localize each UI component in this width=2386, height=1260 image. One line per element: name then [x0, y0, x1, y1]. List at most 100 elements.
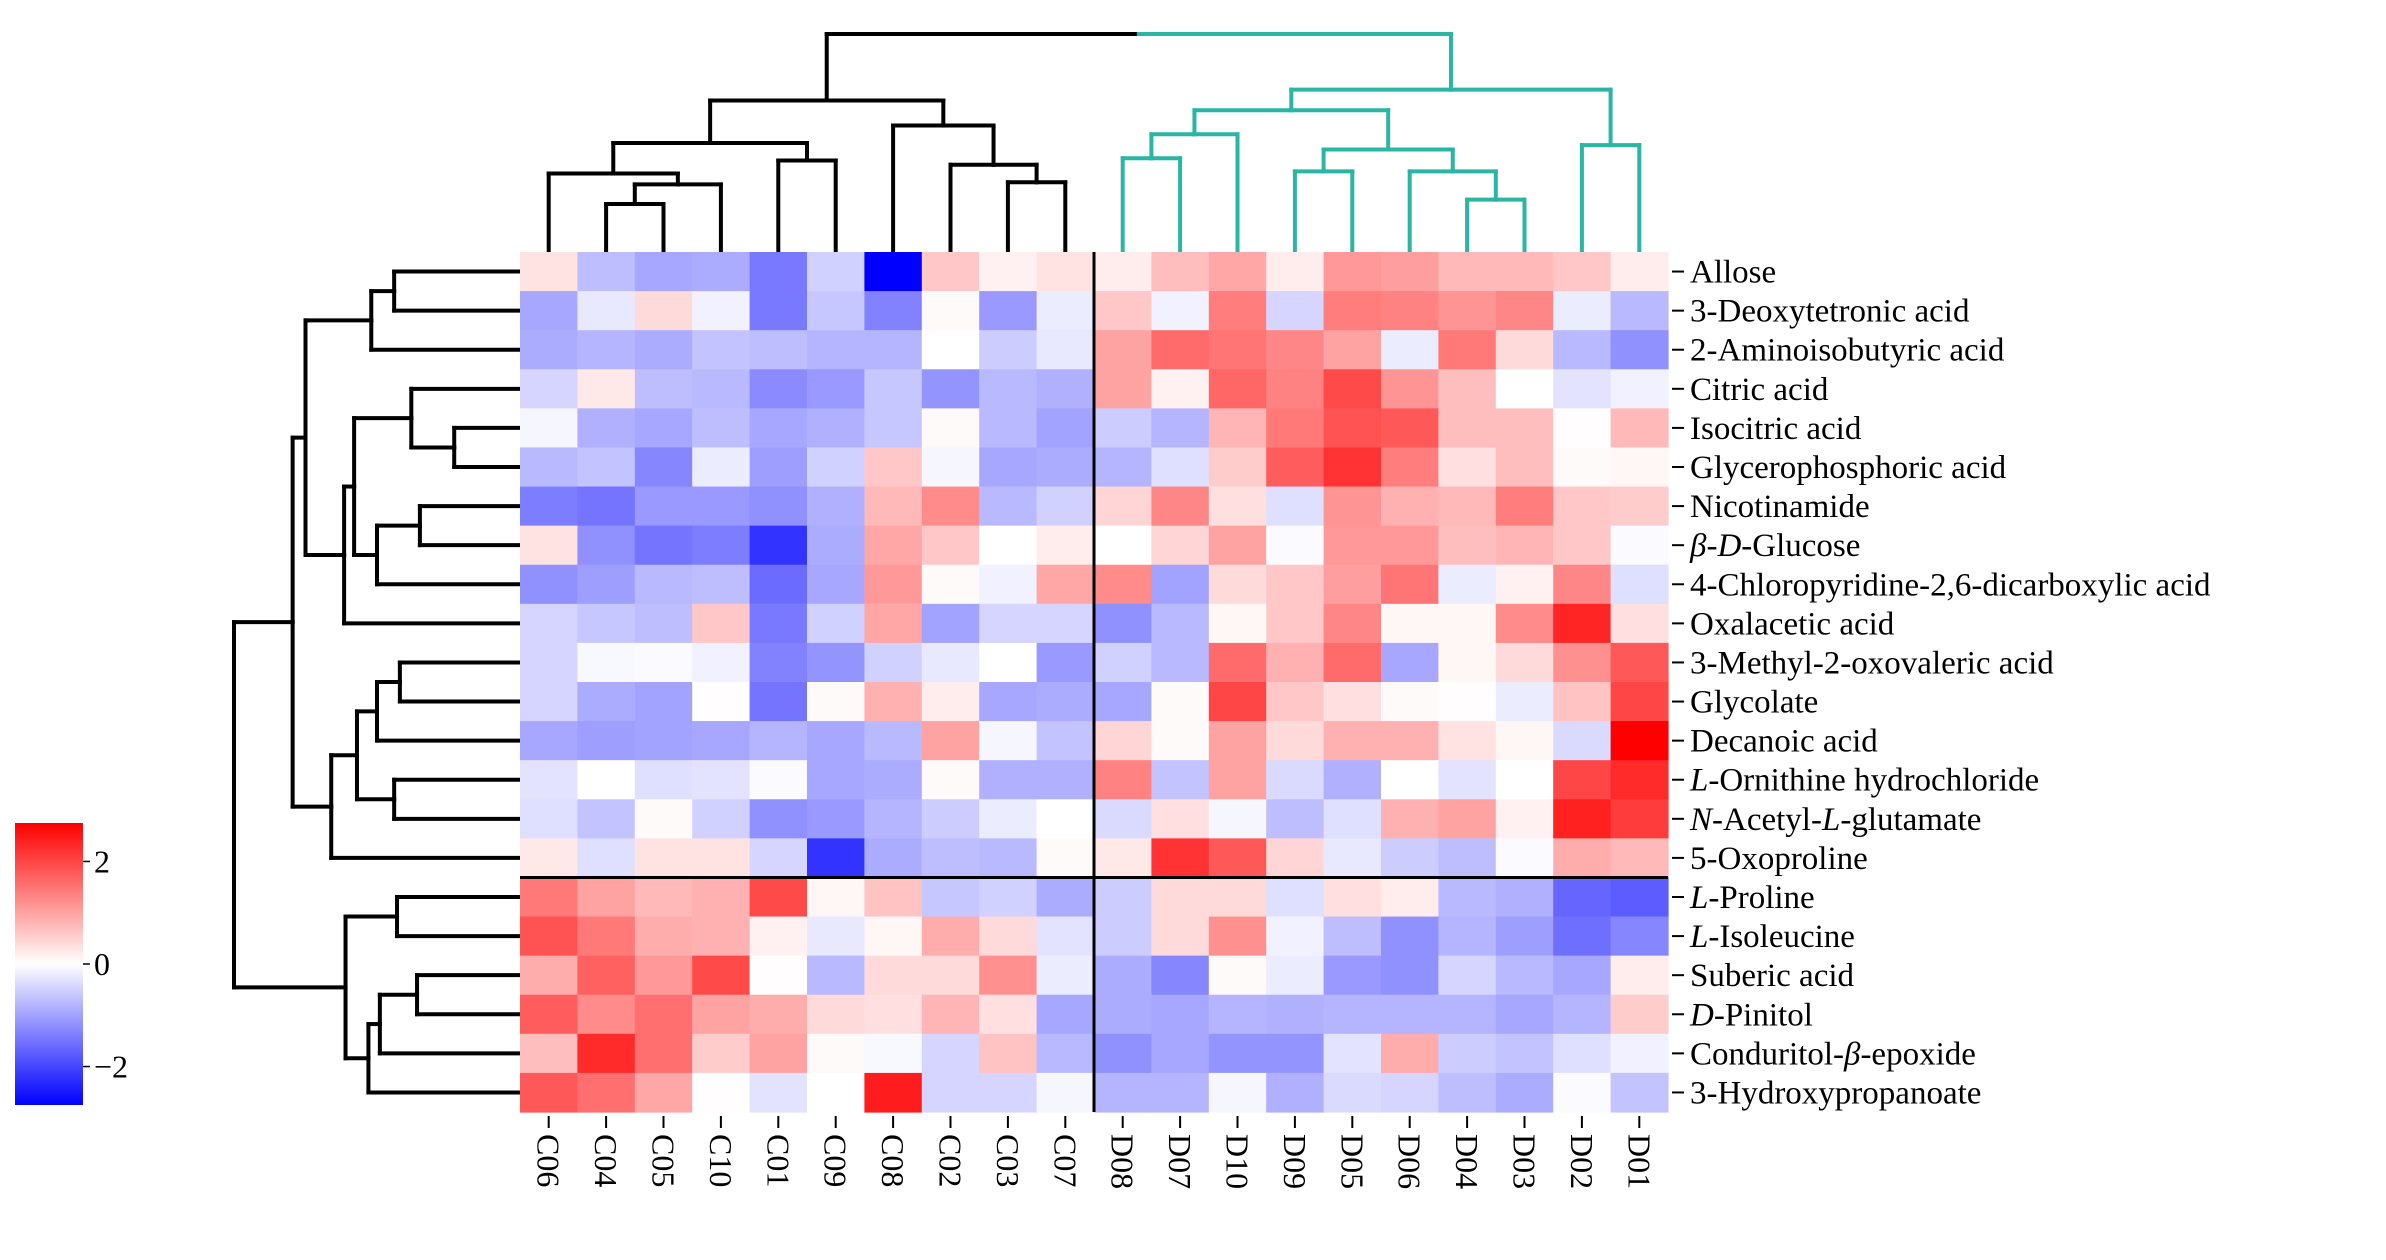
heatmap-cell: [520, 955, 578, 996]
heatmap-cell: [1151, 877, 1210, 918]
heatmap-cell: [1323, 916, 1382, 957]
heatmap-cell: [807, 642, 865, 683]
heatmap-cell: [577, 252, 636, 292]
heatmap-cell: [1495, 916, 1554, 957]
row-label: Citric acid: [1690, 372, 1829, 408]
heatmap-cell: [749, 330, 808, 370]
heatmap-cell: [577, 1072, 636, 1113]
heatmap-cell: [1495, 447, 1554, 488]
heatmap-cell: [1323, 564, 1382, 605]
column-label: C08: [875, 1134, 911, 1187]
heatmap-cell: [749, 564, 808, 605]
heatmap-cell: [1553, 486, 1612, 527]
heatmap-cell: [1151, 721, 1210, 761]
heatmap-cell: [692, 955, 751, 996]
heatmap-cell: [1094, 955, 1152, 996]
heatmap-cell: [807, 877, 865, 918]
heatmap-cell: [807, 838, 865, 879]
heatmap-cell: [1094, 1072, 1152, 1113]
heatmap-cell: [692, 291, 751, 331]
heatmap-cell: [577, 408, 636, 449]
heatmap-cell: [979, 916, 1038, 957]
heatmap-cell: [1208, 721, 1267, 761]
heatmap-cell: [979, 1033, 1038, 1074]
heatmap-cell: [1208, 564, 1267, 605]
heatmap-cell: [921, 564, 980, 605]
heatmap-cell: [634, 1033, 693, 1074]
heatmap-cell: [1266, 330, 1325, 370]
heatmap-cell: [749, 291, 808, 331]
heatmap-cell: [1266, 252, 1325, 292]
heatmap-cell: [1036, 291, 1095, 331]
heatmap-cell: [1381, 291, 1439, 331]
heatmap-cell: [577, 564, 636, 605]
heatmap-cell: [1610, 252, 1669, 292]
heatmap-cell: [749, 916, 808, 957]
heatmap-cell: [1495, 603, 1554, 644]
heatmap-cell: [1151, 1033, 1210, 1074]
column-label: D02: [1564, 1134, 1600, 1189]
heatmap-cell: [1610, 1072, 1669, 1113]
heatmap-cell: [520, 916, 578, 957]
heatmap-cell: [692, 525, 751, 566]
heatmap-cell: [692, 1033, 751, 1074]
heatmap-cell: [921, 291, 980, 331]
heatmap-cell: [749, 955, 808, 996]
heatmap-cell: [1495, 330, 1554, 370]
heatmap-cell: [1208, 916, 1267, 957]
heatmap-cell: [520, 486, 578, 527]
heatmap-cell: [520, 369, 578, 409]
column-label: C04: [588, 1134, 624, 1187]
column-label: D01: [1621, 1134, 1657, 1189]
heatmap-cell: [1553, 330, 1612, 370]
heatmap-cell: [1553, 721, 1612, 761]
heatmap-cell: [1036, 603, 1095, 644]
heatmap-cell: [864, 760, 923, 800]
heatmap-cell: [692, 799, 751, 839]
heatmap-cell: [1036, 682, 1095, 722]
heatmap-cell: [692, 603, 751, 644]
heatmap-cell: [807, 525, 865, 566]
heatmap-cell: [1438, 408, 1497, 449]
heatmap-cell: [1438, 955, 1497, 996]
heatmap-cell: [1495, 682, 1554, 722]
row-label: β-D-Glucose: [1689, 528, 1860, 564]
heatmap-cell: [1438, 994, 1497, 1035]
heatmap-cell: [1323, 955, 1382, 996]
heatmap-cell: [577, 994, 636, 1035]
heatmap-cell: [1610, 1033, 1669, 1074]
heatmap-cell: [1553, 838, 1612, 879]
heatmap-cell: [1208, 486, 1267, 527]
heatmap-cell: [749, 525, 808, 566]
heatmap-cell: [520, 447, 578, 488]
heatmap-cell: [1610, 838, 1669, 879]
heatmap-cell: [1208, 642, 1267, 683]
heatmap-cell: [1151, 642, 1210, 683]
heatmap-cell: [577, 877, 636, 918]
heatmap-cell: [749, 252, 808, 292]
heatmap-cell: [1553, 603, 1612, 644]
row-label: Nicotinamide: [1690, 489, 1870, 525]
heatmap-cell: [1610, 994, 1669, 1035]
heatmap-cell: [1495, 642, 1554, 683]
heatmap-cell: [1438, 564, 1497, 605]
heatmap-cell: [807, 799, 865, 839]
heatmap-cell: [864, 994, 923, 1035]
heatmap-cell: [1151, 799, 1210, 839]
heatmap-cell: [1610, 447, 1669, 488]
heatmap-cell: [1323, 291, 1382, 331]
heatmap-cell: [749, 642, 808, 683]
heatmap-cell: [864, 642, 923, 683]
heatmap-cell: [749, 799, 808, 839]
heatmap-cell: [979, 642, 1038, 683]
heatmap-cell: [520, 642, 578, 683]
heatmap-cell: [520, 838, 578, 879]
heatmap-cell: [634, 682, 693, 722]
heatmap-cell: [864, 877, 923, 918]
heatmap-cell: [1208, 760, 1267, 800]
heatmap-cell: [807, 291, 865, 331]
heatmap-cell: [1610, 486, 1669, 527]
heatmap-cell: [921, 955, 980, 996]
heatmap-cell: [864, 447, 923, 488]
heatmap-cell: [577, 838, 636, 879]
